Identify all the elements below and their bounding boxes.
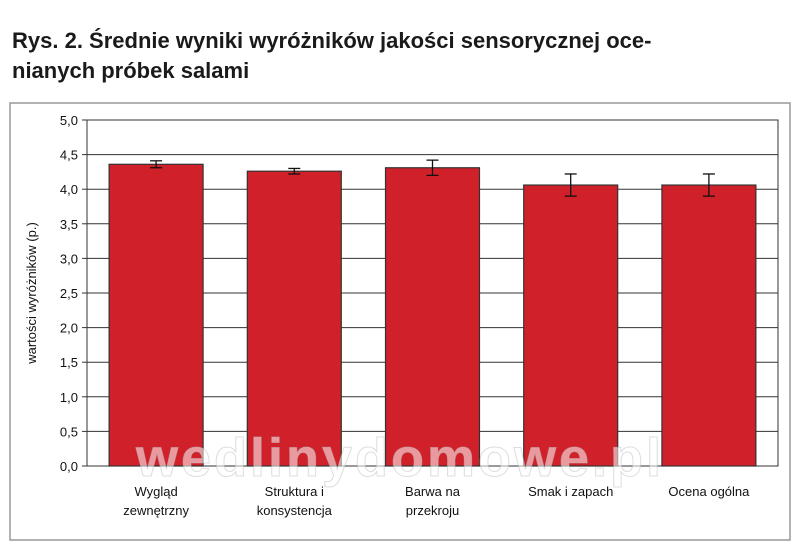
x-tick-label: Struktura i konsystencja — [257, 484, 333, 518]
chart-title-line: Rys. 2. Średnie wyniki wyróżników jakośc… — [12, 28, 651, 53]
y-tick-label: 1,0 — [60, 390, 78, 405]
x-tick-label: Wygląd zewnętrzny — [123, 484, 189, 518]
y-tick-label: 3,0 — [60, 251, 78, 266]
x-tick-label: Ocena ogólna — [668, 484, 750, 499]
y-tick-label: 2,0 — [60, 321, 78, 336]
y-tick-label: 5,0 — [60, 113, 78, 128]
y-axis-label: wartości wyróżników (p.) — [24, 222, 39, 365]
y-tick-label: 0,5 — [60, 424, 78, 439]
y-tick-label: 1,5 — [60, 355, 78, 370]
y-tick-label: 4,0 — [60, 182, 78, 197]
x-tick-label: Smak i zapach — [528, 484, 613, 499]
watermark: wedlinydomowe.pl — [135, 428, 664, 488]
y-tick-label: 3,5 — [60, 217, 78, 232]
x-tick-label: Barwa na przekroju — [405, 484, 461, 518]
y-tick-label: 4,5 — [60, 148, 78, 163]
bar — [108, 163, 204, 467]
bar — [384, 167, 481, 467]
chart-title-line: nianych próbek salami — [12, 58, 249, 83]
bar — [246, 170, 342, 467]
y-tick-label: 2,5 — [60, 286, 78, 301]
bar — [661, 184, 757, 467]
y-tick-label: 0,0 — [60, 459, 78, 474]
bar — [523, 184, 619, 467]
